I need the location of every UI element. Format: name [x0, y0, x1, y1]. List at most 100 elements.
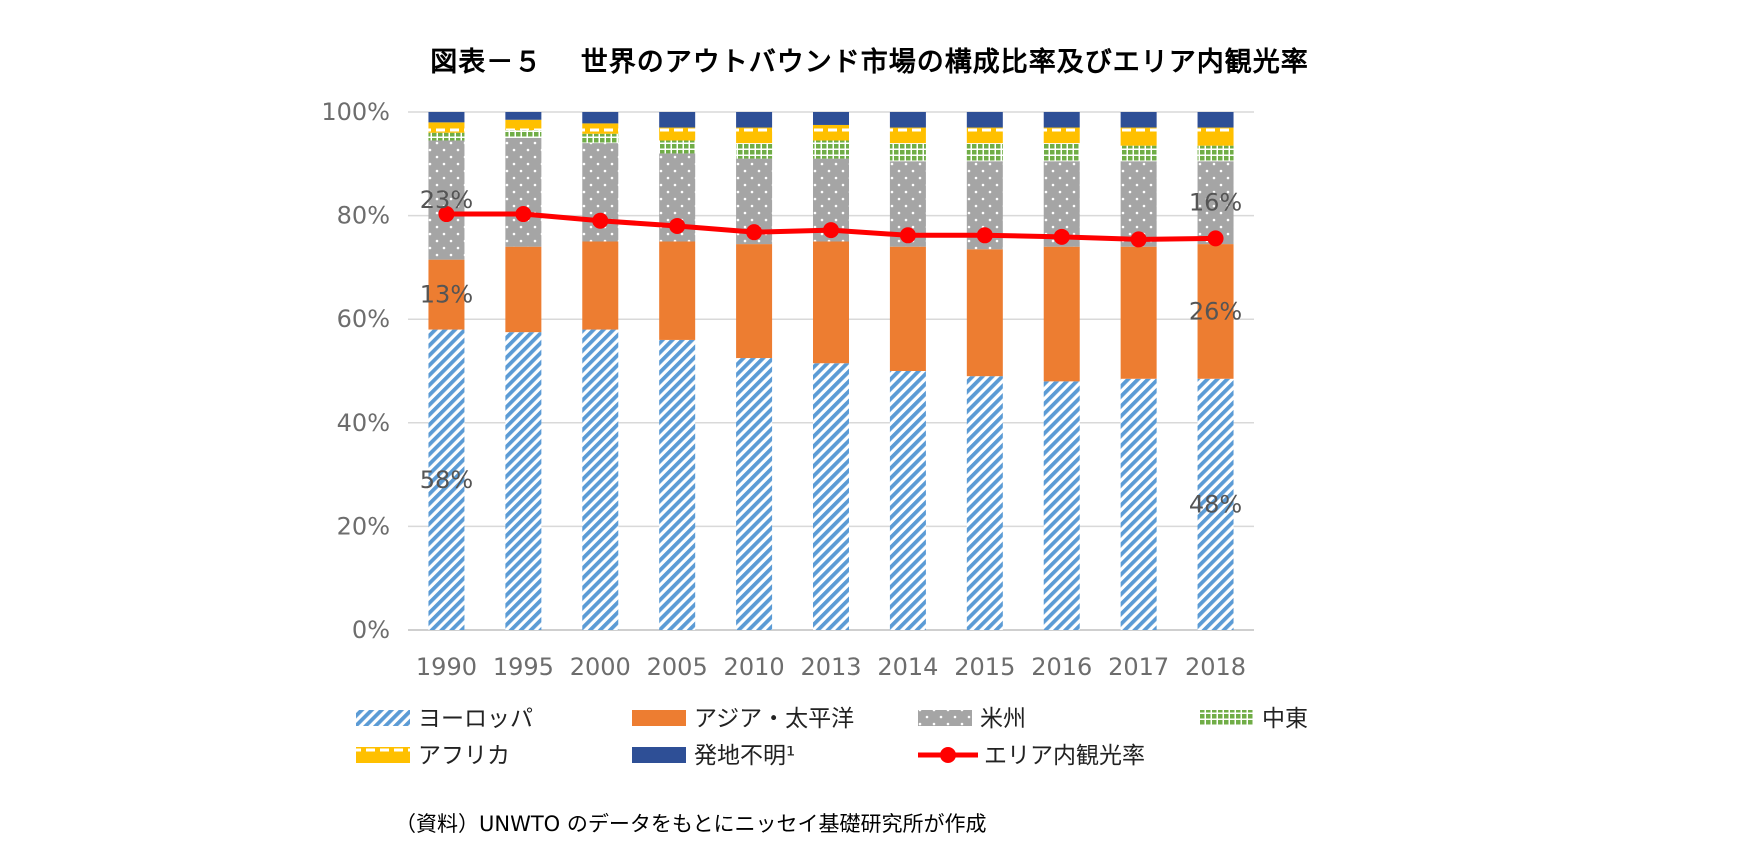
bar-segment	[428, 132, 465, 141]
bar-segment	[736, 143, 773, 159]
legend-label: アジア・太平洋	[694, 706, 854, 732]
bar-segment	[889, 143, 926, 162]
bar-segment	[966, 249, 1003, 377]
bar-segment	[1120, 112, 1157, 128]
bar-segment	[659, 127, 696, 141]
legend-swatch	[632, 747, 686, 763]
bar-segment	[428, 122, 465, 133]
bar-segment	[1197, 145, 1234, 162]
line-point	[976, 227, 993, 244]
data-label: 26%	[1189, 297, 1242, 325]
legend-item: アフリカ	[356, 743, 510, 769]
line-point	[669, 217, 686, 234]
data-labels: 58% 13% 23% 48% 26% 16%	[420, 186, 1242, 518]
x-tick-label: 2013	[800, 653, 861, 681]
bar-segment	[1043, 246, 1080, 382]
data-label: 16%	[1189, 189, 1242, 217]
x-tick-label: 1990	[416, 653, 477, 681]
legend-swatch	[918, 710, 972, 726]
bar-segment	[428, 140, 465, 260]
bar-segment	[966, 376, 1003, 630]
legend-swatch	[632, 710, 686, 726]
bar-segment	[1043, 127, 1080, 144]
legend-label: ヨーロッパ	[418, 706, 533, 732]
chart-title: 図表－５ 世界のアウトバウンド市場の構成比率及びエリア内観光率	[430, 47, 1309, 78]
bar-segment	[1197, 161, 1234, 245]
source-note: （資料）UNWTO のデータをもとにニッセイ基礎研究所が作成	[395, 812, 987, 836]
x-tick-label: 2005	[647, 653, 708, 681]
bar-segment	[659, 112, 696, 128]
legend-item: エリア内観光率	[918, 743, 1145, 769]
bar-segment	[889, 112, 926, 128]
legend-item: 中東	[1200, 706, 1308, 732]
bar-segment	[505, 137, 542, 247]
bar-segment	[889, 371, 926, 630]
bar-segment	[966, 143, 1003, 162]
bar-segment	[505, 332, 542, 630]
x-tick-label: 2017	[1108, 653, 1169, 681]
bar-segment	[428, 112, 465, 123]
bar-segment	[813, 112, 849, 125]
line-point	[1053, 228, 1070, 245]
line-point	[1130, 231, 1147, 248]
bar-segment	[813, 124, 849, 141]
bar-segment	[659, 140, 696, 154]
data-label: 23%	[420, 186, 473, 214]
x-tick-label: 2000	[570, 653, 631, 681]
legend-label: エリア内観光率	[984, 743, 1145, 769]
line-point	[746, 224, 763, 241]
stacked-bars	[428, 112, 1234, 630]
data-label: 48%	[1189, 490, 1242, 518]
line-point	[592, 212, 609, 229]
y-tick-label: 60%	[337, 305, 390, 333]
bar-segment	[889, 127, 926, 144]
x-tick-label: 2010	[724, 653, 785, 681]
bar-segment	[428, 259, 465, 330]
bar-segment	[1197, 378, 1234, 630]
bar-segment	[659, 241, 696, 340]
line-point	[823, 222, 839, 239]
bar-segment	[582, 133, 619, 144]
bar-segment	[505, 130, 542, 138]
bar-segment	[1043, 112, 1080, 128]
legend-swatch	[1200, 710, 1254, 726]
bar-segment	[505, 246, 542, 333]
y-tick-label: 40%	[337, 409, 390, 437]
bar-segment	[813, 363, 849, 630]
bar-segment	[1120, 246, 1157, 379]
bar-segment	[736, 127, 773, 144]
bar-segment	[736, 358, 773, 630]
y-tick-label: 20%	[337, 512, 390, 540]
y-tick-label: 0%	[352, 616, 390, 644]
data-label: 58%	[420, 466, 473, 494]
bar-segment	[582, 123, 619, 134]
x-tick-label: 2018	[1185, 653, 1246, 681]
data-label: 13%	[420, 281, 473, 309]
bar-segment	[582, 329, 619, 630]
y-tick-label: 80%	[337, 202, 390, 230]
legend-item: 発地不明¹	[632, 743, 795, 769]
bar-segment	[736, 112, 773, 128]
x-tick-label: 2016	[1031, 653, 1092, 681]
line-point	[1207, 230, 1224, 247]
bar-segment	[582, 112, 619, 124]
legend-label: 米州	[980, 706, 1026, 732]
bar-segment	[1043, 381, 1080, 630]
legend-item: ヨーロッパ	[356, 706, 533, 732]
axes: 0% 20% 40% 60% 80% 100% 1990 1995 2000 2005 2010 20…	[321, 98, 1246, 681]
x-tick-label: 2015	[954, 653, 1015, 681]
line-point	[515, 206, 532, 223]
bar-segment	[966, 112, 1003, 128]
x-tick-label: 1995	[493, 653, 554, 681]
legend-marker	[940, 747, 956, 763]
legend-label: 発地不明¹	[694, 743, 795, 769]
legend-label: 中東	[1262, 706, 1308, 732]
line-point	[438, 206, 455, 223]
bar-segment	[966, 127, 1003, 144]
x-tick-label: 2014	[877, 653, 938, 681]
bar-segment	[1043, 143, 1080, 162]
bar-segment	[1197, 127, 1234, 146]
y-tick-label: 100%	[321, 98, 390, 126]
legend-label: アフリカ	[418, 743, 510, 769]
